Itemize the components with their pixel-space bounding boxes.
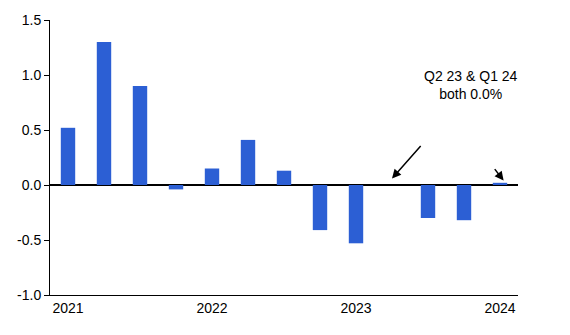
svg-text:1.0: 1.0 <box>22 67 42 83</box>
svg-text:2023: 2023 <box>340 300 371 316</box>
svg-text:0.0: 0.0 <box>22 177 42 193</box>
svg-text:2021: 2021 <box>52 300 83 316</box>
svg-text:2022: 2022 <box>196 300 227 316</box>
svg-text:-1.0: -1.0 <box>17 287 41 303</box>
svg-text:-0.5: -0.5 <box>17 232 41 248</box>
svg-text:Q2 23 & Q1 24both 0.0%: Q2 23 & Q1 24both 0.0% <box>424 68 518 102</box>
svg-text:2024: 2024 <box>484 300 515 316</box>
svg-text:0.5: 0.5 <box>22 122 42 138</box>
svg-text:1.5: 1.5 <box>22 12 42 28</box>
